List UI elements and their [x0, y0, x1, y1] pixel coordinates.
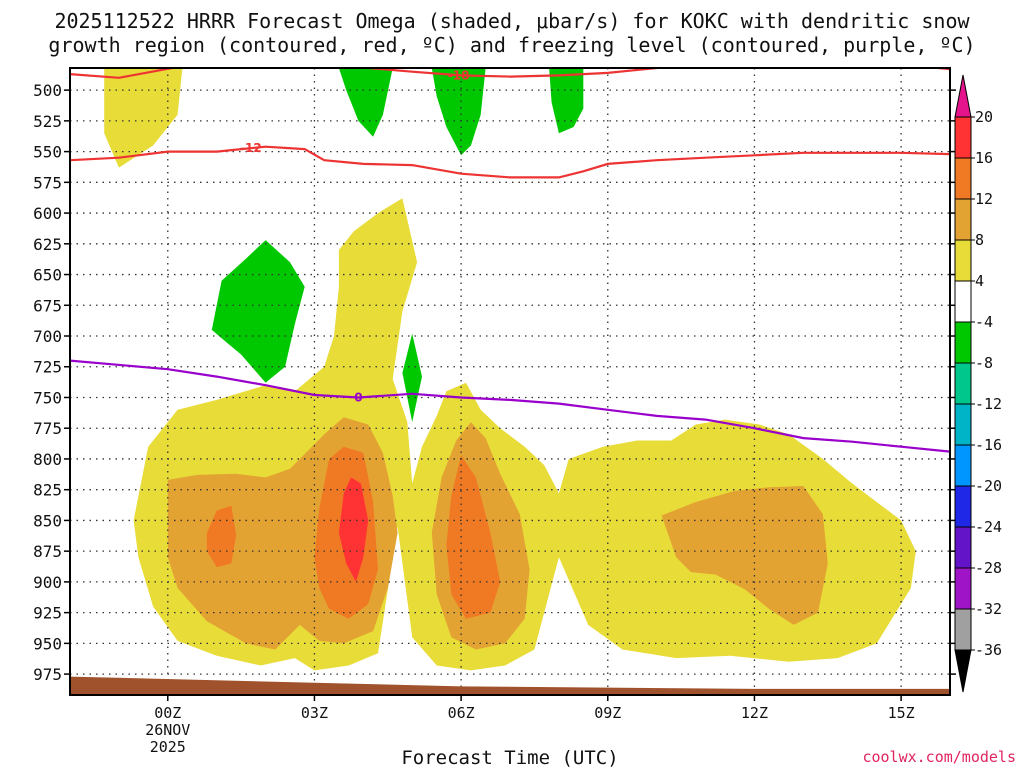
colorbar-band-3 — [954, 239, 972, 282]
omega-region-11 — [549, 68, 584, 134]
omega-region-7 — [446, 455, 501, 619]
colorbar-band-2 — [954, 198, 972, 241]
y-tick-label-750: 750 — [33, 388, 62, 407]
y-tick-label-850: 850 — [33, 511, 62, 530]
colorbar-band-6 — [954, 362, 972, 405]
title-line-1: 2025112522 HRRR Forecast Omega (shaded, … — [54, 9, 970, 33]
colorbar-band-12 — [954, 608, 972, 651]
grid-lines — [70, 68, 950, 695]
y-tick-label-650: 650 — [33, 266, 62, 285]
y-tick-label-725: 725 — [33, 358, 62, 377]
omega-region-0 — [104, 68, 183, 168]
y-axis: 500 525 550 575 600 625 650 675 700 725 750 775 800 8… — [33, 81, 956, 684]
y-tick-label-900: 900 — [33, 573, 62, 592]
colorbar-label-0: 20 — [975, 108, 993, 126]
y-tick-label-525: 525 — [33, 112, 62, 131]
colorbar-label-9: -20 — [975, 477, 1002, 495]
dgz-contour-0-label: -18 — [448, 68, 470, 82]
y-tick-label-975: 975 — [33, 665, 62, 684]
y-tick-label-550: 550 — [33, 143, 62, 162]
y-tick-label-675: 675 — [33, 296, 62, 315]
x-axis-label: Forecast Time (UTC) — [401, 747, 618, 768]
colorbar-label-3: 8 — [975, 231, 984, 249]
y-tick-label-625: 625 — [33, 235, 62, 254]
colorbar: 20 16 12 8 4 -4 -8 -12 -16 -20 -24 -28 -32 -36 — [954, 74, 1002, 693]
x-tick-label-9: 09Z — [594, 704, 621, 722]
omega-shading — [104, 68, 916, 671]
terrain-layer — [70, 676, 950, 695]
contour-layer: -18 -12 0 — [70, 68, 950, 453]
colorbar-label-1: 16 — [975, 149, 993, 167]
dgz-contour-1-label: -12 — [240, 141, 262, 155]
colorbar-band-11 — [954, 567, 972, 610]
dgz-contour-0-line — [70, 68, 950, 79]
colorbar-band-10 — [954, 526, 972, 569]
y-tick-label-800: 800 — [33, 450, 62, 469]
colorbar-label-6: -8 — [975, 354, 993, 372]
terrain-fill — [70, 676, 950, 695]
colorbar-label-2: 12 — [975, 190, 993, 208]
omega-region-9 — [338, 68, 393, 137]
colorbar-label-5: -4 — [975, 313, 993, 331]
colorbar-band-1 — [954, 157, 972, 200]
omega-region-8 — [338, 477, 369, 582]
colorbar-band-7 — [954, 403, 972, 446]
watermark: coolwx.com/models — [862, 748, 1016, 766]
colorbar-under-triangle — [954, 649, 972, 693]
x-tick-year: 2025 — [150, 738, 186, 756]
colorbar-label-13: -36 — [975, 641, 1002, 659]
omega-region-13 — [402, 333, 422, 423]
colorbar-band-0 — [954, 116, 972, 159]
freezing-contour-line — [70, 359, 950, 453]
colorbar-label-11: -28 — [975, 559, 1002, 577]
plot-frame — [69, 67, 951, 696]
colorbar-label-4: 4 — [975, 272, 984, 290]
colorbar-label-10: -24 — [975, 518, 1002, 536]
y-tick-label-575: 575 — [33, 173, 62, 192]
y-tick-label-775: 775 — [33, 419, 62, 438]
y-tick-label-825: 825 — [33, 481, 62, 500]
dgz-contour-1-line — [70, 145, 950, 179]
y-tick-label-875: 875 — [33, 542, 62, 561]
title-line-2: growth region (contoured, red, ºC) and f… — [48, 33, 975, 57]
colorbar-over-triangle — [954, 74, 972, 118]
freezing-contour-label: 0 — [354, 390, 362, 404]
y-tick-label-700: 700 — [33, 327, 62, 346]
omega-region-12 — [211, 240, 305, 383]
colorbar-label-7: -12 — [975, 395, 1002, 413]
y-tick-label-925: 925 — [33, 604, 62, 623]
colorbar-label-12: -32 — [975, 600, 1002, 618]
y-tick-label-600: 600 — [33, 204, 62, 223]
x-tick-date: 26NOV — [145, 721, 190, 739]
colorbar-band-8 — [954, 444, 972, 487]
x-tick-label-12: 12Z — [741, 704, 768, 722]
omega-region-10 — [431, 68, 486, 156]
x-tick-label-15: 15Z — [888, 704, 915, 722]
colorbar-band-4 — [954, 280, 972, 323]
y-tick-label-950: 950 — [33, 634, 62, 653]
colorbar-label-8: -16 — [975, 436, 1002, 454]
y-tick-label-500: 500 — [33, 81, 62, 100]
x-tick-label-0: 00Z — [154, 704, 181, 722]
colorbar-band-5 — [954, 321, 972, 364]
colorbar-band-9 — [954, 485, 972, 528]
x-tick-label-6: 06Z — [448, 704, 475, 722]
x-tick-label-3: 03Z — [301, 704, 328, 722]
